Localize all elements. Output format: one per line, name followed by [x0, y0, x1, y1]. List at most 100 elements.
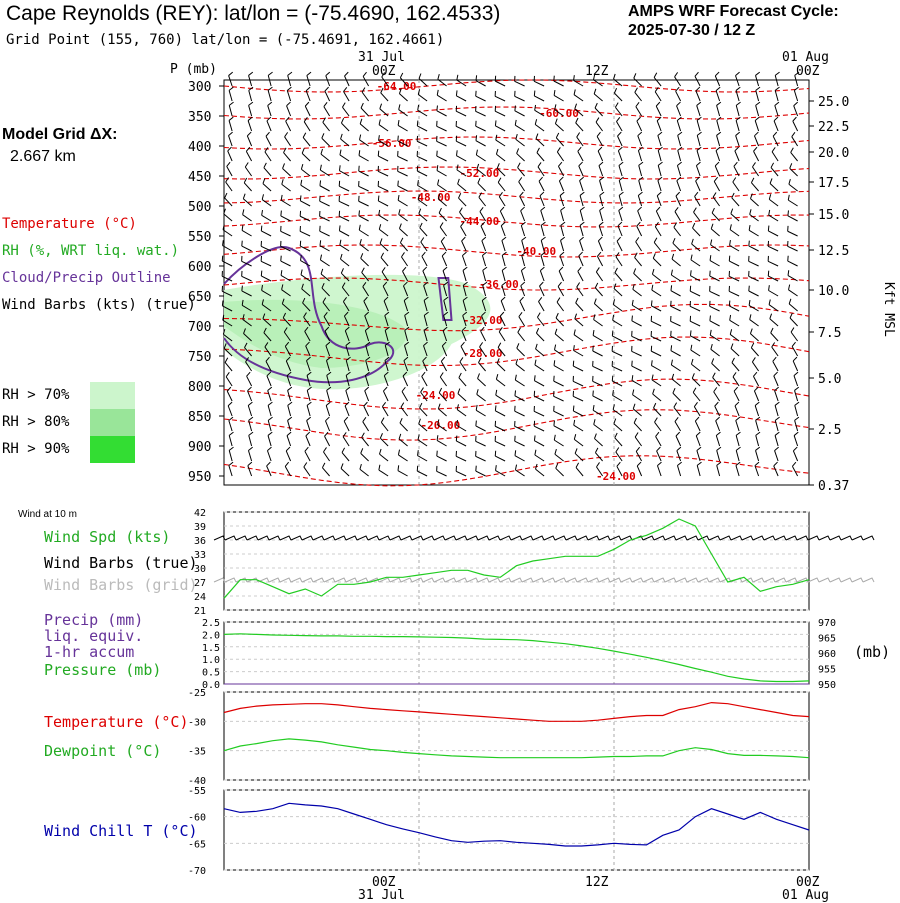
- wind-barb-flag-473: [670, 300, 672, 307]
- wind-barb-staff-639: [401, 391, 409, 402]
- wind-barb-373: [481, 251, 487, 267]
- wind-barb-flag-729: [398, 433, 402, 440]
- wind-barb-staff-680: [612, 409, 623, 417]
- wind-barb-staff-287: [560, 210, 565, 222]
- wind-barb-349: [597, 236, 604, 252]
- wind-barb-flag-19: [593, 74, 596, 80]
- wind-barb-staff-123: [284, 136, 292, 147]
- wind-barb-666: [344, 401, 350, 417]
- wind-barb-staff-690: [228, 420, 233, 432]
- wind-barb-280: [418, 208, 428, 222]
- height-tick-10: 0.37: [818, 479, 849, 494]
- wind-barb-flag-388: [767, 255, 769, 262]
- wind-barb-staff-51: [634, 92, 642, 102]
- wind-barb-staff-19: [593, 79, 603, 87]
- wind-barb-flag-42: [455, 90, 458, 96]
- temperature-contour-10: [223, 378, 810, 410]
- wind-barb-flag-87: [755, 101, 761, 106]
- wind-barb-staff-114: [696, 120, 701, 132]
- wind-barb-flag-603: [286, 371, 292, 376]
- wind-barb-staff-258: [579, 195, 584, 207]
- wind-barb-staff-691: [248, 420, 253, 432]
- wind-barb-flag-406: [540, 266, 545, 272]
- wind-barb-633: [287, 386, 293, 402]
- wind-barb-41: [436, 89, 447, 102]
- wind-barb-350: [616, 236, 623, 252]
- wind-barb-flag-312: [460, 221, 465, 227]
- surface-pressure-line: [223, 633, 810, 683]
- wind-true-barb-12: [345, 535, 358, 541]
- wind-barb-staff-656: [733, 390, 740, 402]
- wind-barb-141: [637, 131, 643, 147]
- wind-barb-flag-656: [733, 386, 739, 392]
- wind-barb-flag-540: [223, 343, 227, 349]
- wind-barb-764: [494, 450, 506, 462]
- wind-barb-flag-505: [709, 315, 711, 321]
- wind-barb-flag-486: [344, 311, 349, 317]
- wind-barb-staff-764: [495, 455, 506, 462]
- wind-barb-staff-484: [303, 316, 311, 327]
- wind-barb-flag-22: [653, 72, 658, 78]
- wind-barb-351: [635, 237, 643, 252]
- wind-barb-flag-283: [479, 206, 484, 212]
- wind-barb-staff-125: [321, 137, 330, 147]
- wind-barb-512: [263, 327, 272, 342]
- wind-barb-808: [773, 461, 779, 477]
- pressure-tick-400: 400: [188, 140, 211, 155]
- wind-barb-18: [573, 75, 584, 87]
- wind-true-barb-19: [422, 535, 435, 541]
- wind-barb-423: [281, 284, 291, 297]
- wind-barb-flag-538: [770, 327, 774, 334]
- wind-barb-299: [787, 210, 798, 222]
- wind-barb-staff-658: [774, 390, 779, 402]
- wind-barb-136: [535, 133, 545, 147]
- wind-barb-502: [650, 315, 662, 327]
- wind-barb-739: [594, 433, 603, 447]
- wind-barb-flag-211: [243, 177, 248, 184]
- wind-barb-636: [345, 386, 351, 402]
- wind-barb-staff-662: [267, 405, 272, 417]
- wind-barb-flag-342: [461, 236, 466, 242]
- wind-barb-453: [281, 298, 291, 312]
- wind-barb-601: [246, 371, 253, 387]
- wind-barb-flag-777: [755, 446, 761, 451]
- wind-barb-flag-613: [477, 373, 480, 379]
- wind-barb-807: [754, 461, 760, 477]
- wind-barb-290: [618, 206, 624, 222]
- wind-barb-flag-428: [382, 281, 388, 287]
- wind-barb-staff-491: [443, 315, 448, 327]
- wind-barb-staff-401: [442, 270, 448, 282]
- wind-barb-697: [362, 417, 370, 432]
- wind-barb-90: [228, 116, 234, 132]
- wind-barb-staff-190: [417, 170, 428, 177]
- wind-barb-staff-413: [671, 274, 681, 282]
- wind-barb-346: [540, 236, 546, 252]
- wind-grid-barb-19: [422, 577, 435, 583]
- wind-barb-staff-376: [540, 255, 545, 267]
- wind-barb-staff-168: [577, 151, 584, 162]
- wind-barb-staff-717: [755, 420, 760, 432]
- wind-barb-staff-24: [694, 76, 701, 87]
- wind-barb-flag-375: [521, 251, 527, 256]
- wind-barb-staff-192: [456, 169, 467, 177]
- wind-barb-787: [359, 463, 369, 477]
- wind-barb-795: [514, 464, 525, 477]
- wind-barb-645: [514, 390, 525, 402]
- wind-barb-staff-325: [710, 228, 720, 237]
- wind-barb-563: [670, 345, 681, 357]
- wind-barb-flag-636: [345, 386, 351, 391]
- wind-barb-flag-553: [479, 342, 484, 348]
- wind-barb-439: [594, 282, 603, 297]
- wind-barb-flag-436: [539, 281, 544, 287]
- wind-barb-staff-554: [497, 347, 506, 357]
- wind-barb-flag-166: [536, 147, 540, 153]
- wind-barb-135: [515, 134, 525, 147]
- wind-barb-staff-381: [634, 257, 642, 267]
- wind-barb-flag-215: [319, 180, 322, 186]
- wind-barb-flag-217: [358, 180, 360, 187]
- wind-barb-355: [710, 239, 720, 252]
- wind-barb-422: [261, 284, 272, 297]
- wind-barb-staff-34: [305, 90, 311, 102]
- wind-barb-staff-380: [615, 256, 623, 267]
- wind-barb-flag-240: [224, 192, 228, 199]
